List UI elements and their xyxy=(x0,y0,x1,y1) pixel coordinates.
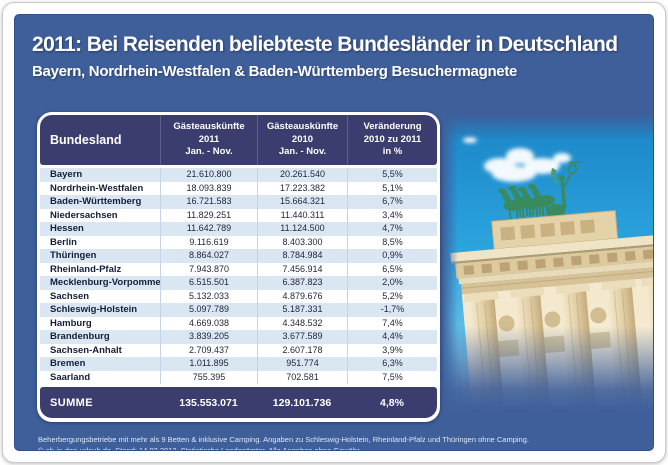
column-header-2010: Gästeauskünfte 2010 Jan. - Nov. xyxy=(257,115,347,165)
footnote-line1: Beherbergungsbetriebe mit mehr als 9 Bet… xyxy=(38,435,529,444)
table-row: Baden-Württemberg 16.721.583 15.664.321 … xyxy=(40,195,437,209)
page-subtitle: Bayern, Nordrhein-Westfalen & Baden-Würt… xyxy=(32,63,518,80)
footnote: Beherbergungsbetriebe mit mehr als 9 Bet… xyxy=(38,434,653,451)
table-row: Sachsen-Anhalt 2.709.437 2.607.178 3,9% xyxy=(40,343,437,357)
column-header-change: Veränderung 2010 zu 2011 in % xyxy=(347,115,437,165)
table-row: Thüringen 8.864.027 8.784.984 0,9% xyxy=(40,249,437,263)
table-row: Berlin 9.116.619 8.403.300 8,5% xyxy=(40,235,437,249)
table-row: Brandenburg 3.839.205 3.677.589 4,4% xyxy=(40,330,437,344)
column-header-2011: Gästeauskünfte 2011 Jan. - Nov. xyxy=(160,115,257,165)
table-row: Saarland 755.395 702.581 7,5% xyxy=(40,370,437,384)
page-title: 2011: Bei Reisenden beliebteste Bundeslä… xyxy=(32,33,618,56)
table-row: Bremen 1.011.895 951.774 6,3% xyxy=(40,357,437,371)
table-row: Sachsen 5.132.033 4.879.676 5,2% xyxy=(40,289,437,303)
table-row: Niedersachsen 11.829.251 11.440.311 3,4% xyxy=(40,208,437,222)
footnote-line2: © ab-in-den-urlaub.de, Stand: 14.02.2012… xyxy=(38,446,362,451)
bundesland-table: Bundesland Gästeauskünfte 2011 Jan. - No… xyxy=(37,112,440,422)
infographic-panel: 2011: Bei Reisenden beliebteste Bundeslä… xyxy=(14,14,654,451)
table-row: Hamburg 4.669.038 4.348.532 7,4% xyxy=(40,316,437,330)
quadriga-statue xyxy=(497,160,582,221)
table-header: Bundesland Gästeauskünfte 2011 Jan. - No… xyxy=(40,115,437,165)
summary-label: SUMME xyxy=(50,396,93,409)
table-row: Mecklenburg-Vorpommern 6.515.501 6.387.8… xyxy=(40,276,437,290)
table-row: Rheinland-Pfalz 7.943.870 7.456.914 6,5% xyxy=(40,262,437,276)
table-body: Bayern 21.610.800 20.261.540 5,5% Nordrh… xyxy=(40,168,437,384)
clouds xyxy=(463,137,571,182)
table-row: Nordrhein-Westfalen 18.093.839 17.223.38… xyxy=(40,181,437,195)
table-row: Schleswig-Holstein 5.097.789 5.187.331 -… xyxy=(40,303,437,317)
table-row: Hessen 11.642.789 11.124.500 4,7% xyxy=(40,222,437,236)
table-summary-row: SUMME 135.553.071 129.101.736 4,8% xyxy=(40,387,437,418)
column-header-bundesland: Bundesland xyxy=(50,132,122,147)
brandenburg-gate-photo xyxy=(442,114,653,411)
table-row: Bayern 21.610.800 20.261.540 5,5% xyxy=(40,168,437,182)
